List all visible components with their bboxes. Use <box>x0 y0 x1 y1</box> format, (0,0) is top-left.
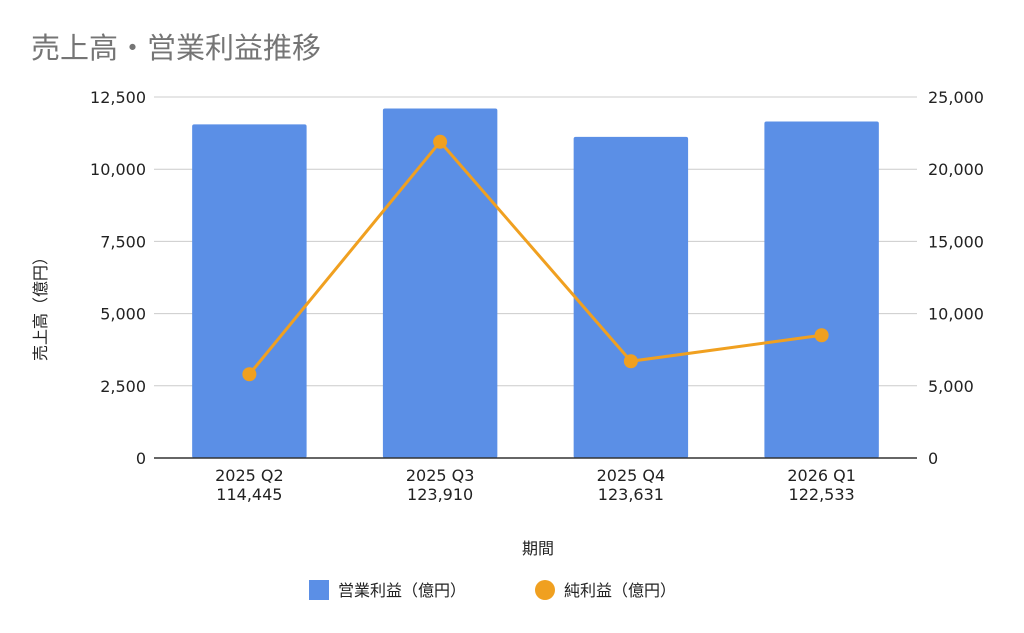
y-right-tick-label: 15,000 <box>928 232 984 251</box>
legend-label-bar: 営業利益（億円） <box>338 581 466 600</box>
chart-title: 売上高・営業利益推移 <box>31 31 321 65</box>
y-left-tick-label: 7,500 <box>100 232 146 251</box>
y-right-tick-label: 20,000 <box>928 160 984 179</box>
bar <box>573 136 689 458</box>
y-left-tick-label: 12,500 <box>90 88 146 107</box>
x-tick-label: 2025 Q4 <box>597 466 666 485</box>
y-right-tick-label: 5,000 <box>928 377 974 396</box>
right-axis: 0 5,000 10,000 15,000 20,000 25,000 <box>928 88 984 468</box>
line-series <box>242 134 829 382</box>
y-right-tick-label: 10,000 <box>928 305 984 324</box>
legend-swatch-bar <box>309 580 329 600</box>
y-left-tick-label: 5,000 <box>100 305 146 324</box>
legend: 営業利益（億円） 純利益（億円） <box>309 580 676 600</box>
line-point <box>814 328 829 343</box>
x-tick-label: 2025 Q3 <box>406 466 475 485</box>
y-right-tick-label: 0 <box>928 449 938 468</box>
x-tick-label: 2026 Q1 <box>787 466 856 485</box>
bar <box>382 108 498 458</box>
x-tick-label: 123,910 <box>407 485 473 504</box>
bar <box>764 121 879 458</box>
left-axis: 0 2,500 5,000 7,500 10,000 12,500 <box>90 88 146 468</box>
line-point <box>623 354 638 369</box>
x-tick-label: 114,445 <box>216 485 282 504</box>
series-line <box>248 140 822 376</box>
x-tick-label: 122,533 <box>789 485 855 504</box>
bar <box>192 124 307 458</box>
legend-label-line: 純利益（億円） <box>564 581 676 600</box>
y-left-tick-label: 0 <box>136 449 146 468</box>
y-axis-label: 売上高（億円） <box>31 249 50 361</box>
x-tick-label: 123,631 <box>598 485 664 504</box>
line-point <box>433 134 448 149</box>
line-point <box>242 367 257 382</box>
y-left-tick-label: 2,500 <box>100 377 146 396</box>
legend-swatch-line <box>535 580 555 600</box>
x-axis-label: 期間 <box>522 539 554 558</box>
y-right-tick-label: 25,000 <box>928 88 984 107</box>
bar-series <box>192 108 879 458</box>
x-tick-label: 2025 Q2 <box>215 466 284 485</box>
y-left-tick-label: 10,000 <box>90 160 146 179</box>
